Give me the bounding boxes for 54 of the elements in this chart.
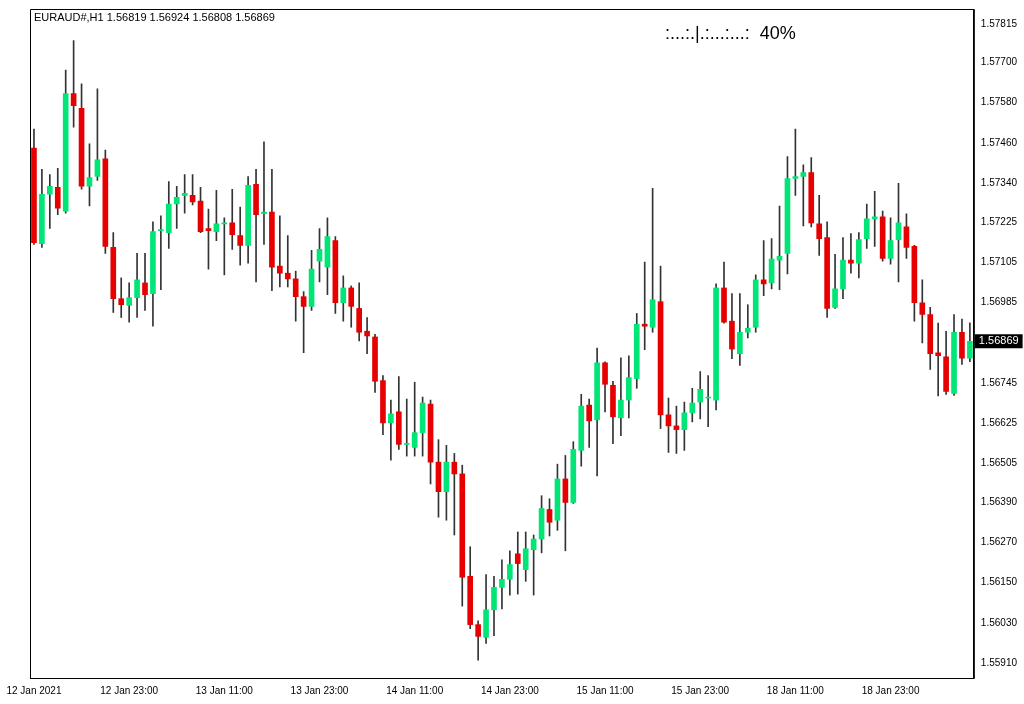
candlestick [261, 141, 267, 245]
candlestick [816, 194, 823, 256]
candlestick [158, 215, 164, 290]
candlestick [641, 261, 648, 351]
candlestick [229, 188, 236, 250]
y-tick-label: 1.57460 [980, 136, 1018, 148]
y-tick-label: 1.57225 [980, 215, 1018, 227]
candlestick [403, 398, 410, 457]
y-tick-label: 1.57815 [980, 17, 1018, 29]
chart-title: EURAUD#,H1 1.56819 1.56924 1.56808 1.56869 [34, 10, 275, 23]
x-tick-label: 12 Jan 23:00 [100, 684, 159, 696]
candlestick [800, 164, 807, 227]
y-tick-label: 1.56270 [980, 536, 1018, 548]
candlestick [277, 215, 283, 288]
candlestick [411, 381, 418, 457]
y-tick-label: 1.55910 [980, 656, 1018, 668]
candlestick [744, 304, 751, 339]
x-tick-label: 14 Jan 11:00 [386, 684, 444, 696]
candlestick [935, 322, 941, 397]
y-tick-label: 1.56030 [980, 616, 1018, 628]
candlestick [126, 282, 132, 323]
candlestick [919, 279, 926, 344]
x-tick-label: 13 Jan 23:00 [290, 684, 349, 696]
candlestick [47, 174, 53, 229]
x-tick-label: 13 Jan 11:00 [195, 684, 254, 696]
x-tick-label: 18 Jan 11:00 [766, 684, 825, 696]
candlestick [514, 531, 521, 595]
y-tick-label: 1.56985 [980, 296, 1018, 308]
y-tick-label: 1.56745 [980, 376, 1018, 388]
candlestick [499, 559, 505, 610]
y-tick-label: 1.57580 [980, 96, 1018, 108]
text: 1.56869 [978, 334, 1019, 347]
y-tick-label: 1.56625 [980, 416, 1018, 428]
candlestick [388, 399, 394, 461]
y-tick-label: 1.56150 [980, 576, 1018, 588]
candlestick [284, 235, 291, 288]
x-tick-label: 15 Jan 11:00 [576, 684, 635, 696]
x-tick-label: 15 Jan 23:00 [671, 684, 730, 696]
x-tick-label: 14 Jan 23:00 [480, 684, 540, 696]
candlestick [173, 185, 180, 229]
y-tick-label: 1.57700 [980, 56, 1018, 68]
x-tick-label: 18 Jan 23:00 [861, 684, 920, 696]
candlestick [118, 277, 125, 318]
y-tick-label: 1.56505 [980, 457, 1018, 469]
candlestick [237, 206, 244, 266]
candlestick [618, 357, 624, 436]
annotation: :...:.|.:...:...: 40% [665, 22, 796, 43]
candlestick [871, 190, 878, 247]
y-tick-label: 1.57340 [980, 176, 1018, 188]
y-tick-label: 1.56390 [980, 495, 1018, 507]
x-tick-label: 12 Jan 2021 [6, 684, 62, 696]
y-tick-label: 1.57105 [980, 255, 1018, 267]
candlestick [142, 253, 148, 311]
candlestick [364, 317, 370, 355]
